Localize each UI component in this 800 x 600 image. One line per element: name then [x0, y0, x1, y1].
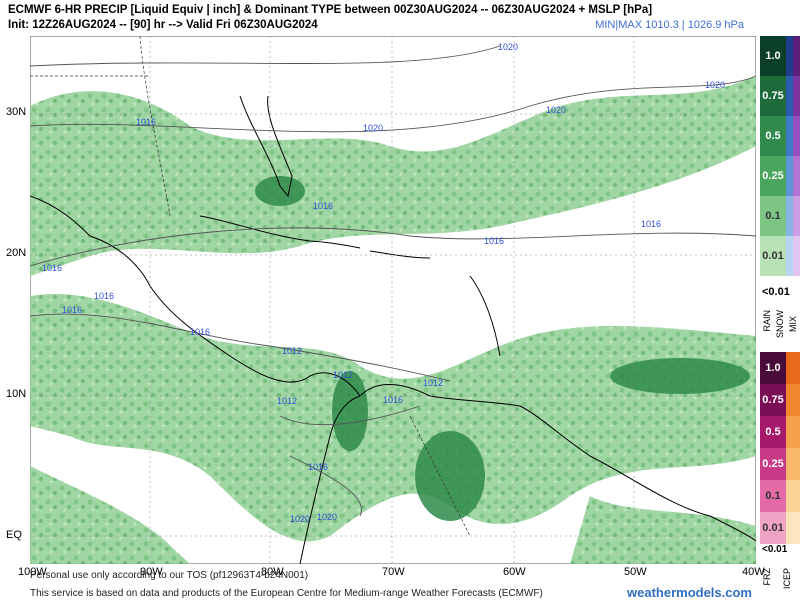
isobar-label: 1020	[317, 512, 337, 522]
rain-strip-swatch	[786, 196, 793, 236]
lon-label-70w: 70W	[382, 566, 405, 578]
precip-map: 1020 1020 1020 1020 1016 1016 1016 1016 1016 1016…	[30, 36, 756, 564]
lat-label-eq: EQ	[6, 529, 22, 541]
rain-strip-swatch	[793, 76, 800, 116]
isobar-label: 1012	[282, 346, 302, 356]
isobar-label: 1012	[333, 370, 353, 380]
rain-strip-swatch	[793, 156, 800, 196]
isobar-label: 1020	[705, 80, 725, 90]
lon-label-90w: 90W	[140, 566, 163, 578]
ecmwf-credit: This service is based on data and produc…	[30, 588, 543, 599]
pressure-min-max: MIN|MAX 1010.3 | 1026.9 hPa	[595, 19, 744, 31]
frz-strip-swatch	[786, 416, 800, 448]
isobar-label: 1020	[546, 105, 566, 115]
isobar-label: 1016	[641, 219, 661, 229]
rain-swatch: 0.1	[760, 196, 786, 236]
rain-swatch: 0.25	[760, 156, 786, 196]
frz-swatch: 0.75	[760, 384, 786, 416]
isobar-label: 1016	[308, 462, 328, 472]
mix-type-label: MIX	[788, 316, 798, 333]
isobar-label: 1016	[313, 201, 333, 211]
map-title: ECMWF 6-HR PRECIP [Liquid Equiv | inch] …	[8, 4, 653, 16]
lon-label-60w: 60W	[503, 566, 526, 578]
isobar-label: 1020	[290, 514, 310, 524]
rain-strip-swatch	[786, 76, 793, 116]
rain-strip-swatch	[793, 116, 800, 156]
tos-notice: Personal use only according to our TOS (…	[30, 570, 309, 581]
isobar-label: 1016	[42, 263, 62, 273]
rain-swatch: 0.5	[760, 116, 786, 156]
rain-min-label: <0.01	[762, 286, 790, 298]
rain-strip-swatch	[786, 156, 793, 196]
lat-label-10n: 10N	[6, 388, 27, 400]
snow-type-label: SNOW	[775, 310, 785, 338]
isobar-label: 1020	[498, 42, 518, 52]
lon-label-50w: 50W	[624, 566, 647, 578]
rain-strip-swatch	[786, 236, 793, 276]
rain-strip-swatch	[793, 196, 800, 236]
isobar-label: 1012	[423, 378, 443, 388]
isobar-label: 1016	[94, 291, 114, 301]
isobar-label: 1016	[383, 395, 403, 405]
frz-strip-swatch	[786, 512, 800, 544]
isobar-label: 1016	[484, 236, 504, 246]
isobar-label: 1012	[277, 396, 297, 406]
precip-legend: 1.0 0.75 0.5 0.25 0.1 0.01 <0.01 RAIN SNOW MI…	[760, 36, 800, 600]
rain-strip-swatch	[793, 236, 800, 276]
watermark-link[interactable]: weathermodels.com	[627, 585, 752, 600]
lon-label-40w: 40W	[742, 566, 765, 578]
lon-label-100w: 100W	[18, 566, 47, 578]
rain-strip-swatch	[786, 116, 793, 156]
rain-strip-swatch	[786, 36, 793, 76]
frz-swatch: 1.0	[760, 352, 786, 384]
frz-swatch: 0.01	[760, 512, 786, 544]
frz-swatch: 0.25	[760, 448, 786, 480]
frz-swatch: 0.5	[760, 416, 786, 448]
rain-strip-swatch	[793, 36, 800, 76]
frz-swatch: 0.1	[760, 480, 786, 512]
isobar-label: 1016	[136, 117, 156, 127]
lon-label-80w: 80W	[261, 566, 284, 578]
rain-swatch: 1.0	[760, 36, 786, 76]
frz-type-label: FRZ	[762, 568, 772, 586]
icep-type-label: ICEP	[782, 568, 792, 590]
isobar-label: 1016	[190, 327, 210, 337]
frz-strip-swatch	[786, 352, 800, 384]
map-init-valid: Init: 12Z26AUG2024 -- [90] hr --> Valid …	[8, 19, 318, 31]
lat-label-20n: 20N	[6, 247, 27, 259]
rain-swatch: 0.75	[760, 76, 786, 116]
frz-strip-swatch	[786, 480, 800, 512]
frz-min-label: <0.01	[762, 544, 788, 555]
lat-label-30n: 30N	[6, 106, 27, 118]
isobar-label: 1016	[62, 305, 82, 315]
rain-type-label: RAIN	[762, 310, 772, 332]
frz-strip-swatch	[786, 384, 800, 416]
frz-strip-swatch	[786, 448, 800, 480]
isobar-label: 1020	[363, 123, 383, 133]
rain-swatch: 0.01	[760, 236, 786, 276]
